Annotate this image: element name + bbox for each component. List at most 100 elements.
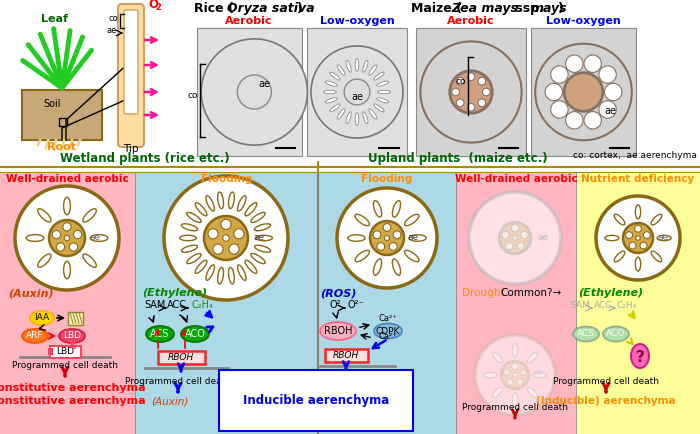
Text: Maize (: Maize ( [411,2,462,15]
Ellipse shape [64,261,71,279]
Ellipse shape [83,209,97,222]
Text: (Auxin): (Auxin) [151,396,189,406]
Circle shape [478,99,486,107]
Ellipse shape [206,196,214,211]
Ellipse shape [206,265,214,280]
Text: Ca²⁺: Ca²⁺ [379,314,398,323]
Text: ssp.: ssp. [511,2,548,15]
Circle shape [513,373,517,377]
Circle shape [536,44,632,140]
Ellipse shape [181,326,209,342]
Ellipse shape [218,267,223,284]
Ellipse shape [651,251,661,262]
Circle shape [223,235,230,241]
FancyBboxPatch shape [50,345,80,358]
Text: Ca²⁺: Ca²⁺ [379,332,398,341]
Circle shape [521,231,528,239]
Text: Tip: Tip [123,144,139,154]
Circle shape [373,231,381,239]
Circle shape [566,112,583,129]
Ellipse shape [22,329,48,343]
Ellipse shape [254,245,271,252]
FancyBboxPatch shape [325,349,368,362]
Circle shape [501,361,529,389]
Circle shape [564,72,603,111]
Ellipse shape [181,224,197,231]
Ellipse shape [355,59,359,71]
Ellipse shape [187,212,201,223]
Text: Programmed cell death: Programmed cell death [462,403,568,412]
Ellipse shape [254,224,271,231]
Circle shape [517,242,524,250]
Text: (ROS): (ROS) [320,288,356,298]
Text: ACO: ACO [185,329,205,339]
Bar [0,0,700,162]
Ellipse shape [377,98,389,103]
Circle shape [63,223,71,231]
Ellipse shape [355,214,370,226]
Circle shape [69,243,78,251]
Text: Low-oxygen: Low-oxygen [320,16,394,26]
Text: RBOH: RBOH [168,352,194,362]
Ellipse shape [337,108,345,119]
Text: ae: ae [604,106,616,116]
Ellipse shape [146,326,174,342]
Circle shape [502,231,509,239]
Bar [197,28,302,156]
Text: ae: ae [657,233,668,243]
FancyBboxPatch shape [124,10,138,114]
Ellipse shape [228,192,235,209]
Text: ACS: ACS [577,329,595,339]
Text: O²⁻: O²⁻ [348,300,364,310]
Text: ae: ae [533,368,543,377]
Ellipse shape [337,65,345,75]
Text: ACO: ACO [606,329,626,339]
Circle shape [636,236,640,240]
Circle shape [503,369,510,375]
Circle shape [221,219,231,230]
Text: co: co [188,92,198,100]
Circle shape [164,176,288,300]
Circle shape [584,112,601,129]
Ellipse shape [533,372,547,378]
Circle shape [384,236,389,240]
Text: Aerobic: Aerobic [225,16,273,26]
Circle shape [596,196,680,280]
Bar [0,172,135,434]
Text: Inducible aerenchyma: Inducible aerenchyma [243,394,389,407]
Text: SAM: SAM [144,300,166,310]
Bar [135,172,318,434]
Circle shape [482,88,490,96]
Ellipse shape [405,214,419,226]
Text: Constitutive aerenchyma: Constitutive aerenchyma [0,396,146,406]
Text: ae: ae [258,79,270,89]
Text: Well-drained aerobic: Well-drained aerobic [6,174,129,184]
Ellipse shape [512,393,517,407]
Ellipse shape [631,344,649,368]
Bar [531,28,636,156]
Circle shape [517,379,524,385]
Circle shape [456,99,464,107]
Text: C₂H₄: C₂H₄ [191,300,213,310]
Text: co: co [456,77,466,86]
Circle shape [643,232,650,239]
Ellipse shape [355,250,370,262]
Ellipse shape [64,197,71,215]
Ellipse shape [251,253,265,264]
Circle shape [512,236,517,240]
Text: ae: ae [537,233,548,243]
Circle shape [511,224,519,232]
Circle shape [634,225,641,232]
Ellipse shape [393,201,400,217]
Ellipse shape [330,104,340,112]
Text: Programmed cell death: Programmed cell death [553,377,659,386]
Ellipse shape [323,90,336,94]
Circle shape [452,88,459,96]
Text: Programmed cell death: Programmed cell death [291,375,397,384]
Text: RBOH: RBOH [333,351,359,359]
Circle shape [507,379,513,385]
Circle shape [520,369,526,375]
Ellipse shape [346,112,351,124]
Ellipse shape [38,209,51,222]
Ellipse shape [614,251,625,262]
